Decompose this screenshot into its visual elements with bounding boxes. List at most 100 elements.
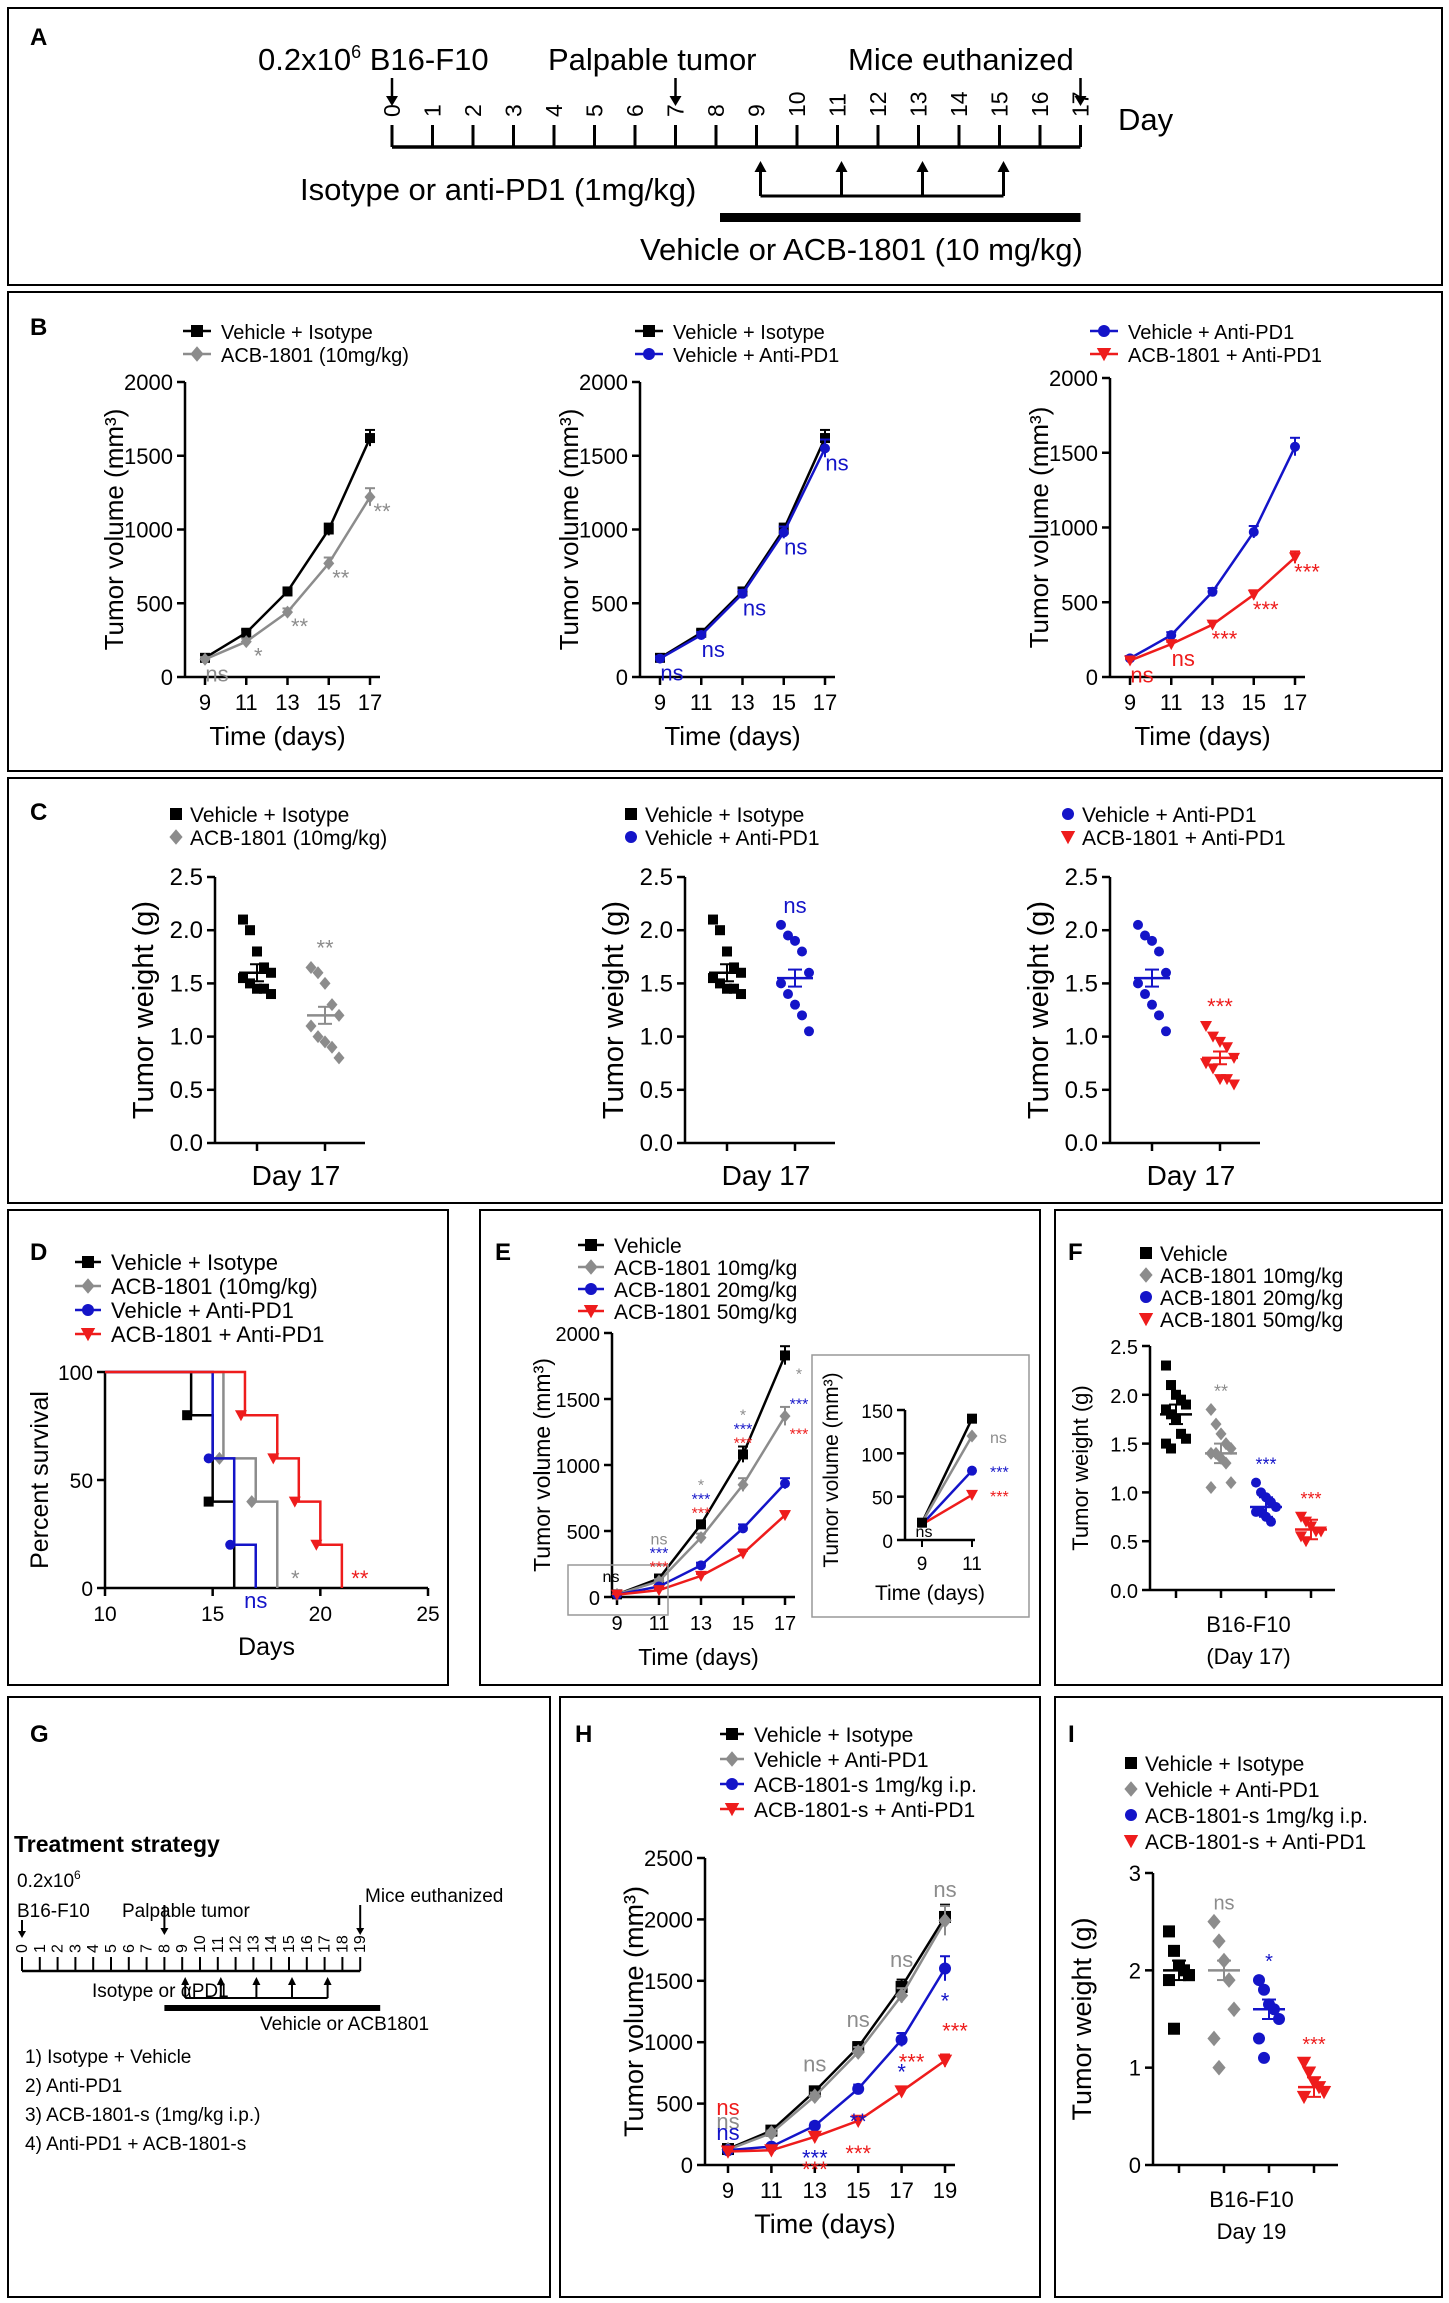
x-axis-label: Time (days) — [664, 721, 800, 751]
data-point — [808, 2119, 821, 2132]
panel-b-border — [7, 291, 1443, 772]
data-point — [1296, 2090, 1312, 2105]
chart-b1: 0 500 1000 1500 2000 9 11 13 15 17 Time (days) Tumo… — [99, 322, 409, 751]
chart-c3: 0.0 0.5 1.0 1.5 2.0 2.5 *** Day 17 Tumor weight … — [1023, 804, 1286, 1191]
data-point — [1289, 552, 1301, 564]
data-point — [820, 433, 830, 444]
data-point — [1166, 1443, 1176, 1454]
y-tick-label: 1000 — [579, 518, 628, 543]
y-tick-label: 50 — [872, 1489, 893, 1510]
data-point — [776, 978, 786, 989]
y-tick-label: 2.5 — [170, 864, 203, 891]
data-point — [1253, 2032, 1265, 2045]
data-point — [1181, 1399, 1191, 1410]
data-point — [1133, 919, 1143, 930]
legend-label: ACB-1801 (10mg/kg) — [111, 1274, 318, 1299]
significance-label: *** — [790, 1396, 809, 1413]
x-axis-label: Day 17 — [722, 1160, 811, 1191]
x-tick-label: 11 — [235, 690, 258, 715]
significance-label: *** — [1255, 1455, 1276, 1475]
legend-label: Vehicle + Anti-PD1 — [754, 1749, 929, 1772]
x-tick-label: 17 — [889, 2178, 913, 2203]
y-tick-label: 2.0 — [1065, 917, 1098, 944]
panel-label-f: F — [1068, 1239, 1083, 1266]
x-tick-label: 17 — [358, 690, 382, 715]
y-tick-label: 3 — [1129, 1861, 1141, 1886]
timeline-day-label: 5 — [103, 1944, 120, 1953]
data-point — [708, 914, 718, 925]
data-point — [1168, 2022, 1180, 2035]
x-tick-label: 13 — [803, 2178, 827, 2203]
legend-marker — [169, 829, 183, 845]
data-point — [1251, 1477, 1261, 1488]
panel-f-border — [1054, 1209, 1443, 1686]
y-tick-label: 500 — [656, 2092, 693, 2117]
legend-label: Vehicle + Isotype — [754, 1724, 913, 1747]
x-axis-label: Time (days) — [638, 1644, 759, 1670]
y-tick-label: 1000 — [644, 2030, 693, 2055]
series-line — [204, 437, 372, 659]
data-point — [310, 1539, 323, 1551]
series-line — [921, 1493, 973, 1526]
data-point — [1200, 1020, 1212, 1032]
data-point — [939, 1962, 951, 1975]
timeline-day-label: 14 — [263, 1935, 280, 1953]
panel-h-border — [559, 1696, 1041, 2298]
series-3: *** — [1296, 2034, 1332, 2105]
data-point — [1161, 967, 1171, 978]
legend-label: ACB-1801 10mg/kg — [614, 1257, 797, 1280]
data-point — [1163, 1925, 1175, 1938]
data-point — [1154, 1010, 1164, 1021]
data-point — [225, 1539, 236, 1550]
data-point — [1296, 2056, 1312, 2070]
significance-label: * — [897, 2060, 906, 2085]
data-point — [312, 1030, 324, 1044]
y-tick-label: 0 — [681, 2153, 693, 2178]
data-point — [790, 935, 800, 946]
y-tick-label: 2.0 — [1110, 1386, 1138, 1408]
x-axis-label: Day 17 — [252, 1160, 341, 1191]
timeline-day-label: 11 — [210, 1936, 227, 1953]
series-1: ns — [776, 893, 814, 1037]
data-point — [245, 925, 255, 936]
data-point — [1163, 1974, 1175, 1987]
series-3 — [720, 2053, 953, 2159]
significance-label: *** — [990, 1465, 1009, 1482]
legend-label: ACB-1801 50mg/kg — [614, 1301, 797, 1324]
data-point — [708, 973, 718, 984]
legend-marker — [585, 1239, 597, 1251]
significance-label: *** — [734, 1421, 753, 1438]
legend-marker — [643, 325, 655, 337]
significance-label: * — [698, 1477, 704, 1494]
chart-b3: 0 500 1000 1500 2000 9 11 13 15 17 Time (days) Tumo… — [1024, 322, 1322, 751]
significance-label: ns — [847, 2007, 870, 2032]
y-tick-label: 1.5 — [1110, 1435, 1138, 1457]
x-tick-label: 9 — [722, 2178, 734, 2203]
y-tick-label: 2.0 — [170, 917, 203, 944]
data-point — [305, 1019, 317, 1033]
timeline-day-label: 4 — [85, 1944, 102, 1953]
data-point — [776, 919, 786, 930]
x-axis-label: Day 17 — [1147, 1160, 1236, 1191]
data-point — [234, 1410, 247, 1422]
timeline-day-label: 14 — [946, 91, 972, 117]
panel-borders — [7, 7, 1443, 2298]
legend-marker — [625, 831, 637, 843]
panel-g-border — [7, 1696, 551, 2298]
legend-label: Vehicle + Anti-PD1 — [645, 827, 820, 850]
series-line — [616, 1354, 787, 1596]
data-point — [1225, 1441, 1237, 1455]
timeline-day-label: 13 — [906, 91, 932, 117]
data-point — [715, 925, 725, 936]
data-point — [246, 1495, 258, 1509]
x-tick-label: 17 — [813, 690, 837, 715]
series-3: *** — [1295, 1489, 1327, 1548]
data-point — [1207, 1913, 1221, 1930]
series-3: ** — [105, 1370, 369, 1591]
series-line — [727, 2059, 946, 2153]
significance-label: * — [796, 1366, 802, 1383]
significance-label: ns — [716, 2109, 739, 2134]
data-point — [804, 967, 814, 978]
x-tick-label: 19 — [933, 2178, 957, 2203]
